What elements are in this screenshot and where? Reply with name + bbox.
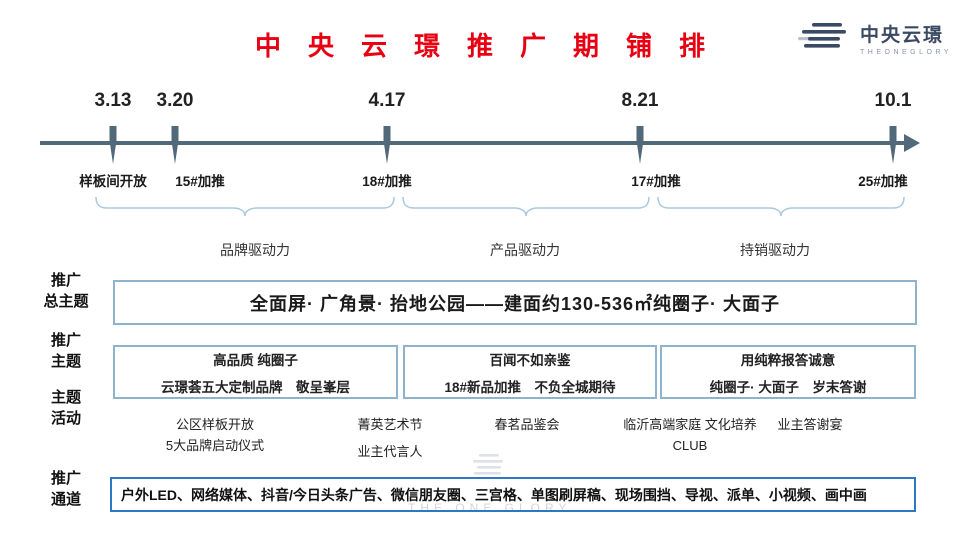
milestone-date: 8.21 bbox=[621, 90, 659, 111]
milestone-tick-icon bbox=[109, 126, 117, 164]
milestone-tick-icon bbox=[383, 126, 391, 164]
row-label-channels: 推广 通道 bbox=[50, 470, 81, 508]
milestone-date: 3.20 bbox=[156, 90, 194, 111]
overall-theme-box: 全面屏· 广角景· 抬地公园——建面约130-536㎡纯圈子· 大面子 bbox=[113, 280, 917, 325]
activity-line1: 公区样板开放 bbox=[175, 417, 254, 432]
overall-theme-text: 全面屏· 广角景· 抬地公园——建面约130-536㎡纯圈子· 大面子 bbox=[249, 293, 781, 314]
theme-box: 高品质 纯圈子 云璟荟五大定制品牌 敬呈峯层 bbox=[113, 345, 398, 399]
activity-item: 公区样板开放 5大品牌启动仪式 bbox=[110, 416, 320, 455]
milestone-tick-icon bbox=[889, 126, 897, 164]
milestone-date: 4.17 bbox=[368, 90, 406, 111]
phase-brace bbox=[657, 197, 905, 217]
theme-box: 百闻不如亲鉴 18#新品加推 不负全城期待 bbox=[403, 345, 657, 399]
theme-box: 用纯粹报答诚意 纯圈子· 大面子 岁末答谢 bbox=[660, 345, 916, 399]
row-label-overall-theme: 推广 总主题 bbox=[43, 272, 89, 310]
brand-logo: 中央云璟 THEONEGLORY bbox=[798, 20, 952, 56]
activity-item: 临沂高端家庭 文化培养 CLUB bbox=[585, 416, 795, 455]
milestone-date: 10.1 bbox=[874, 90, 912, 111]
theme-line2: 18#新品加推 不负全城期待 bbox=[444, 379, 616, 395]
milestone-label: 25#加推 bbox=[858, 174, 908, 189]
wave-lines-icon bbox=[798, 23, 846, 48]
milestone-label: 15#加推 bbox=[175, 174, 225, 189]
milestone-label: 18#加推 bbox=[362, 174, 412, 189]
milestone-tick-icon bbox=[171, 126, 179, 164]
activity-line1: 春茗品鉴会 bbox=[494, 417, 560, 432]
activity-line1: 业主答谢宴 bbox=[777, 417, 843, 432]
phase-label: 产品驱动力 bbox=[490, 242, 560, 258]
activity-line1: 临沂高端家庭 文化培养 bbox=[623, 417, 757, 432]
brand-name-block: 中央云璟 THEONEGLORY bbox=[860, 20, 952, 56]
channels-box: 户外LED、网络媒体、抖音/今日头条广告、微信朋友圈、三宫格、单图刷屏稿、现场围… bbox=[110, 477, 916, 512]
activity-line2: CLUB bbox=[672, 438, 708, 453]
watermark-lines-icon bbox=[473, 454, 503, 475]
activity-line1: 菁英艺术节 bbox=[357, 417, 423, 432]
row-label-themes: 推广 主题 bbox=[50, 332, 81, 370]
milestone-label: 17#加推 bbox=[631, 174, 681, 189]
theme-line1: 百闻不如亲鉴 bbox=[489, 352, 571, 368]
timeline-milestone: 3.13 样板间开放 bbox=[53, 90, 173, 189]
theme-line2: 纯圈子· 大面子 岁末答谢 bbox=[709, 379, 867, 395]
phase-brace bbox=[95, 197, 395, 217]
activity-item: 菁英艺术节 业主代言人 bbox=[285, 416, 495, 461]
page-title: 中央云璟推广期铺排 bbox=[254, 31, 732, 61]
timeline-milestone: 8.21 17#加推 bbox=[580, 90, 700, 189]
activity-item: 春茗品鉴会 bbox=[422, 416, 632, 437]
activity-line2: 5大品牌启动仪式 bbox=[165, 438, 265, 453]
timeline-axis bbox=[40, 141, 906, 145]
activity-line2: 业主代言人 bbox=[357, 444, 423, 459]
milestone-label: 样板间开放 bbox=[79, 174, 147, 189]
brand-subtitle: THEONEGLORY bbox=[860, 49, 953, 56]
milestone-tick-icon bbox=[636, 126, 644, 164]
brand-name: 中央云璟 bbox=[860, 25, 945, 46]
timeline-milestone: 10.1 25#加推 bbox=[833, 90, 953, 189]
timeline-milestone: 3.20 15#加推 bbox=[115, 90, 235, 189]
channels-text: 户外LED、网络媒体、抖音/今日头条广告、微信朋友圈、三宫格、单图刷屏稿、现场围… bbox=[121, 486, 867, 503]
timeline-arrow-icon bbox=[904, 134, 920, 152]
theme-line1: 用纯粹报答诚意 bbox=[740, 352, 836, 368]
theme-line2: 云璟荟五大定制品牌 敬呈峯层 bbox=[161, 379, 350, 395]
row-label-activities: 主题 活动 bbox=[50, 389, 81, 427]
phase-label: 品牌驱动力 bbox=[220, 242, 290, 258]
theme-line1: 高品质 纯圈子 bbox=[213, 352, 298, 368]
milestone-date: 3.13 bbox=[94, 90, 132, 111]
activity-item: 业主答谢宴 bbox=[705, 416, 915, 437]
timeline-milestone: 4.17 18#加推 bbox=[327, 90, 447, 189]
phase-brace bbox=[402, 197, 650, 217]
phase-label: 持销驱动力 bbox=[740, 242, 810, 258]
